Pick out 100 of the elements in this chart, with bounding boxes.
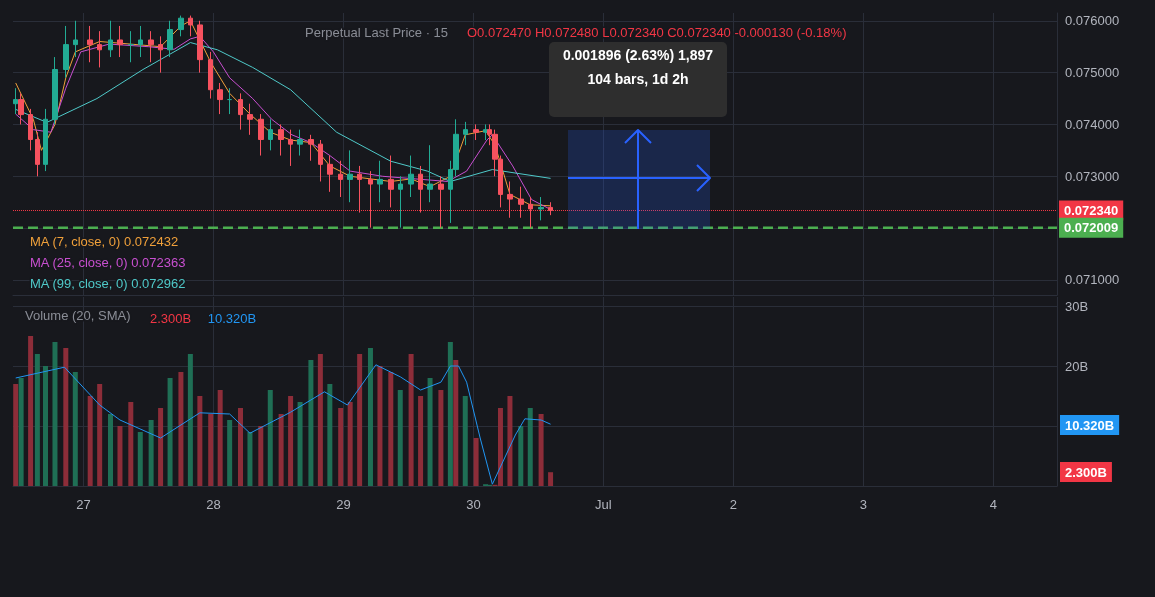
y-tick-label: 30B (1065, 298, 1089, 314)
text: O0.072470 H0.072480 L0.072340 C0.072340 -0.000130 (-0.18%) (467, 25, 847, 40)
bar (158, 408, 164, 486)
candlestick (278, 123, 284, 157)
candlestick (217, 82, 223, 115)
candlestick (247, 103, 253, 136)
bar (167, 378, 173, 486)
text: 2.300B (150, 310, 192, 326)
ref-line-label: 0.072009 (1064, 220, 1119, 236)
candlestick (158, 35, 163, 74)
y-tick-label: 0.074000 (1065, 116, 1120, 132)
candlestick (258, 113, 264, 157)
bar (408, 354, 414, 486)
text: Volume (20, SMA) (25, 308, 131, 323)
bar (148, 420, 154, 486)
bar (397, 390, 403, 486)
bar (247, 432, 253, 486)
candlestick (28, 108, 33, 151)
candlestick (398, 175, 403, 229)
candlestick (238, 92, 243, 131)
candlestick (297, 129, 303, 157)
bar (278, 414, 284, 486)
bar (338, 408, 344, 486)
bar (197, 396, 203, 486)
bar (117, 426, 123, 486)
x-tick-label: 28 (206, 497, 221, 512)
bar (178, 372, 184, 486)
x-tick-label: 30 (466, 497, 481, 512)
candlestick (388, 155, 394, 208)
bar (438, 390, 444, 486)
bar (227, 420, 233, 486)
candlestick (347, 149, 353, 203)
candlestick (368, 170, 373, 229)
x-tick-label: 2 (729, 497, 737, 512)
text: MA (99, close, 0) 0.072962 (30, 275, 186, 291)
y-tick-label: 0.076000 (1065, 13, 1120, 29)
bar (128, 402, 134, 486)
candlestick (167, 20, 173, 58)
candlestick (327, 155, 333, 193)
y-tick-label: 0.071000 (1065, 272, 1120, 288)
candlestick (288, 129, 293, 167)
candlestick (87, 25, 93, 63)
candlestick (197, 20, 203, 74)
candlestick (188, 15, 193, 37)
candlestick (438, 175, 444, 229)
bar (308, 360, 314, 486)
text: Perpetual Last Price · 15 (305, 25, 449, 40)
candlestick (357, 165, 362, 214)
bar (137, 432, 143, 486)
bar (28, 336, 34, 486)
bar (107, 414, 113, 486)
candlestick (108, 20, 113, 58)
candlestick (97, 30, 102, 68)
candlestick (227, 87, 232, 115)
text: 10.320B (1065, 418, 1115, 433)
candlestick (377, 160, 383, 203)
bar (297, 402, 303, 486)
bar (357, 354, 363, 486)
candlestick (338, 160, 343, 198)
bar (388, 372, 394, 486)
text: 2.300B (1065, 465, 1107, 480)
bar (288, 396, 294, 486)
x-tick-label: 29 (336, 497, 351, 512)
ref-line-label: 0.072340 (1064, 203, 1119, 218)
bar (97, 384, 103, 486)
candlestick (148, 30, 154, 63)
candlestick (418, 165, 423, 214)
x-tick-label: 27 (76, 497, 91, 512)
candlestick (138, 25, 143, 58)
text: MA (25, close, 0) 0.072363 (30, 254, 186, 270)
bar (427, 378, 433, 486)
candlestick (268, 118, 273, 151)
bar (237, 408, 243, 486)
candlestick (308, 134, 314, 162)
bar (447, 342, 453, 486)
bar (347, 402, 353, 486)
bar (418, 396, 424, 486)
bar (367, 348, 373, 486)
bar (18, 378, 24, 486)
annotation: 0.001896 (2.63%) 1,897 (562, 47, 714, 63)
candlestick (427, 144, 433, 203)
candlestick (117, 25, 123, 58)
bar (377, 366, 383, 486)
x-tick-label: 4 (989, 497, 997, 512)
bar (317, 354, 323, 486)
y-tick-label: 20B (1065, 358, 1089, 374)
candlestick (178, 15, 184, 37)
bar (217, 390, 223, 486)
bar (87, 396, 93, 486)
text: MA (7, close, 0) 0.072432 (30, 233, 179, 249)
bar (327, 384, 333, 486)
bar (258, 426, 264, 486)
bar (267, 390, 273, 486)
y-tick-label: 0.075000 (1065, 65, 1120, 81)
candlestick (318, 139, 323, 182)
bar (208, 414, 214, 486)
text: 10.320B (207, 310, 257, 326)
candlestick (18, 92, 24, 125)
candlestick (208, 51, 213, 100)
y-tick-label: 0.073000 (1065, 168, 1120, 184)
